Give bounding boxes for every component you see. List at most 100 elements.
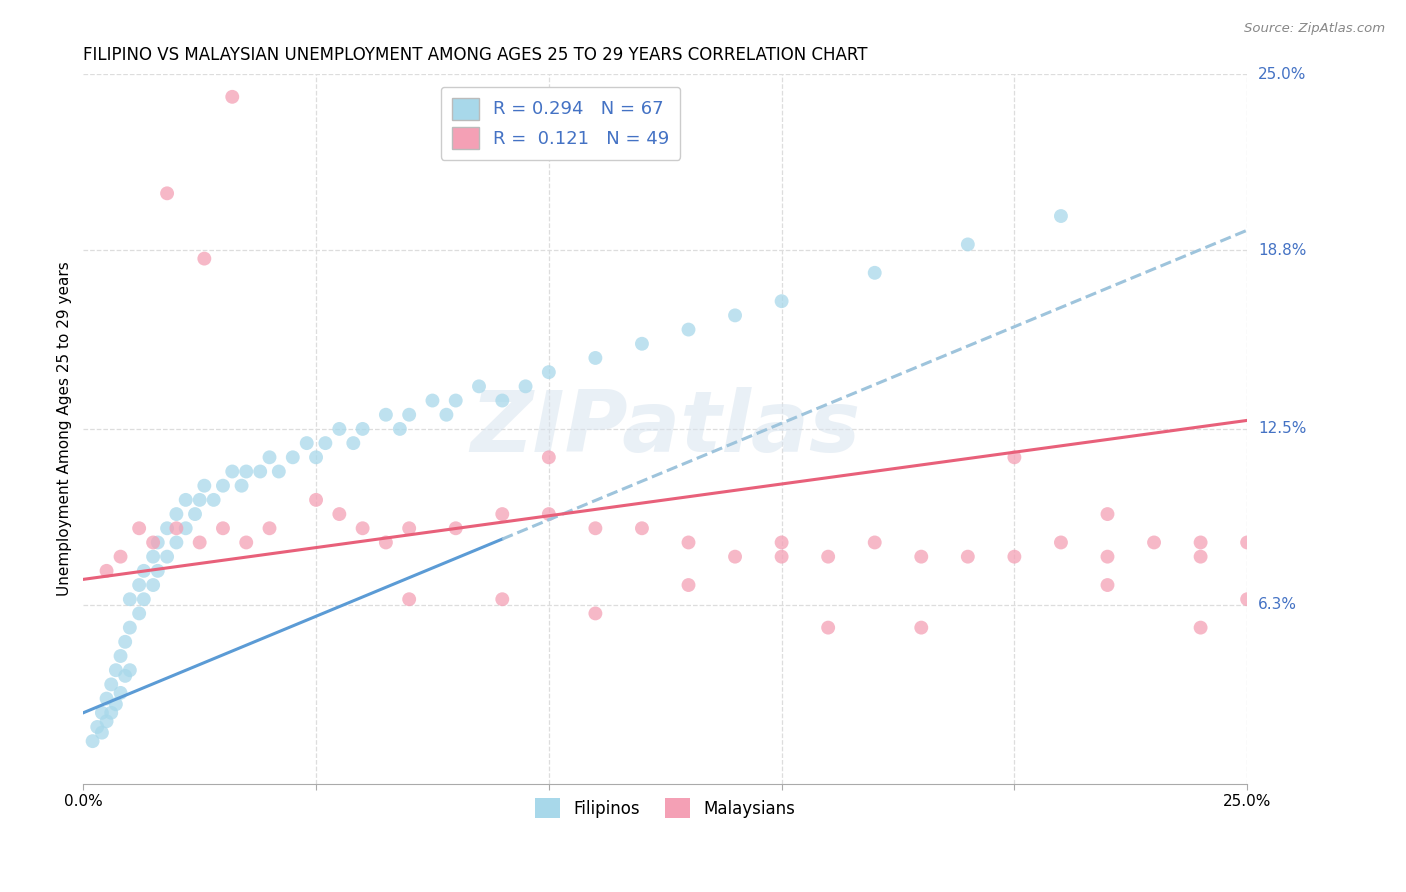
Point bbox=[188, 535, 211, 549]
Point bbox=[678, 322, 700, 336]
Point bbox=[1097, 507, 1119, 521]
Point bbox=[817, 621, 839, 635]
Point bbox=[1236, 592, 1258, 607]
Point bbox=[104, 698, 127, 712]
Point bbox=[295, 436, 318, 450]
Point bbox=[328, 507, 350, 521]
Point bbox=[910, 549, 932, 564]
Point bbox=[1236, 535, 1258, 549]
Point bbox=[118, 621, 141, 635]
Point bbox=[90, 725, 112, 739]
Point bbox=[193, 478, 215, 492]
Point bbox=[165, 521, 187, 535]
Point bbox=[165, 535, 187, 549]
Point bbox=[770, 294, 793, 309]
Point bbox=[100, 677, 122, 691]
Point bbox=[193, 252, 215, 266]
Point bbox=[96, 564, 118, 578]
Point bbox=[110, 549, 132, 564]
Point bbox=[142, 549, 165, 564]
Point bbox=[146, 564, 169, 578]
Point bbox=[491, 393, 513, 408]
Point bbox=[1002, 450, 1025, 465]
Point bbox=[436, 408, 458, 422]
Point bbox=[1097, 549, 1119, 564]
Point bbox=[374, 535, 396, 549]
Point bbox=[583, 521, 606, 535]
Point bbox=[398, 521, 420, 535]
Text: FILIPINO VS MALAYSIAN UNEMPLOYMENT AMONG AGES 25 TO 29 YEARS CORRELATION CHART: FILIPINO VS MALAYSIAN UNEMPLOYMENT AMONG… bbox=[83, 46, 868, 64]
Point bbox=[863, 266, 886, 280]
Point bbox=[388, 422, 411, 436]
Point bbox=[1189, 535, 1212, 549]
Point bbox=[165, 507, 187, 521]
Text: Source: ZipAtlas.com: Source: ZipAtlas.com bbox=[1244, 22, 1385, 36]
Point bbox=[202, 492, 225, 507]
Point bbox=[863, 535, 886, 549]
Point bbox=[235, 465, 257, 479]
Point bbox=[212, 478, 235, 492]
Point bbox=[96, 714, 118, 729]
Point bbox=[314, 436, 336, 450]
Point bbox=[444, 521, 467, 535]
Point bbox=[678, 578, 700, 592]
Point bbox=[515, 379, 537, 393]
Point bbox=[249, 465, 271, 479]
Point bbox=[724, 549, 747, 564]
Point bbox=[1097, 578, 1119, 592]
Point bbox=[1050, 535, 1073, 549]
Point bbox=[90, 706, 112, 720]
Point bbox=[96, 691, 118, 706]
Point bbox=[583, 607, 606, 621]
Point bbox=[259, 450, 281, 465]
Point bbox=[342, 436, 364, 450]
Point bbox=[221, 90, 243, 104]
Point bbox=[184, 507, 207, 521]
Point bbox=[398, 592, 420, 607]
Legend: Filipinos, Malaysians: Filipinos, Malaysians bbox=[529, 791, 801, 825]
Point bbox=[444, 393, 467, 408]
Point bbox=[1143, 535, 1166, 549]
Point bbox=[910, 621, 932, 635]
Point bbox=[114, 635, 136, 649]
Point bbox=[374, 408, 396, 422]
Point bbox=[491, 592, 513, 607]
Point bbox=[631, 336, 654, 351]
Point bbox=[1002, 549, 1025, 564]
Text: 18.8%: 18.8% bbox=[1258, 243, 1306, 258]
Point bbox=[1050, 209, 1073, 223]
Point bbox=[142, 578, 165, 592]
Point bbox=[724, 309, 747, 323]
Point bbox=[956, 237, 979, 252]
Point bbox=[422, 393, 444, 408]
Point bbox=[221, 465, 243, 479]
Point bbox=[174, 492, 197, 507]
Point bbox=[114, 669, 136, 683]
Point bbox=[132, 592, 155, 607]
Point bbox=[104, 663, 127, 677]
Point bbox=[156, 186, 179, 201]
Point bbox=[1189, 549, 1212, 564]
Point bbox=[110, 686, 132, 700]
Point bbox=[352, 422, 374, 436]
Point bbox=[118, 663, 141, 677]
Point bbox=[82, 734, 104, 748]
Point bbox=[128, 578, 150, 592]
Point bbox=[281, 450, 304, 465]
Point bbox=[352, 521, 374, 535]
Point bbox=[491, 507, 513, 521]
Point bbox=[174, 521, 197, 535]
Point bbox=[537, 450, 560, 465]
Point bbox=[86, 720, 108, 734]
Point bbox=[817, 549, 839, 564]
Point bbox=[212, 521, 235, 535]
Point bbox=[231, 478, 253, 492]
Point bbox=[110, 648, 132, 663]
Point bbox=[146, 535, 169, 549]
Point bbox=[583, 351, 606, 365]
Point bbox=[259, 521, 281, 535]
Point bbox=[128, 607, 150, 621]
Point bbox=[156, 549, 179, 564]
Point bbox=[156, 521, 179, 535]
Point bbox=[537, 365, 560, 379]
